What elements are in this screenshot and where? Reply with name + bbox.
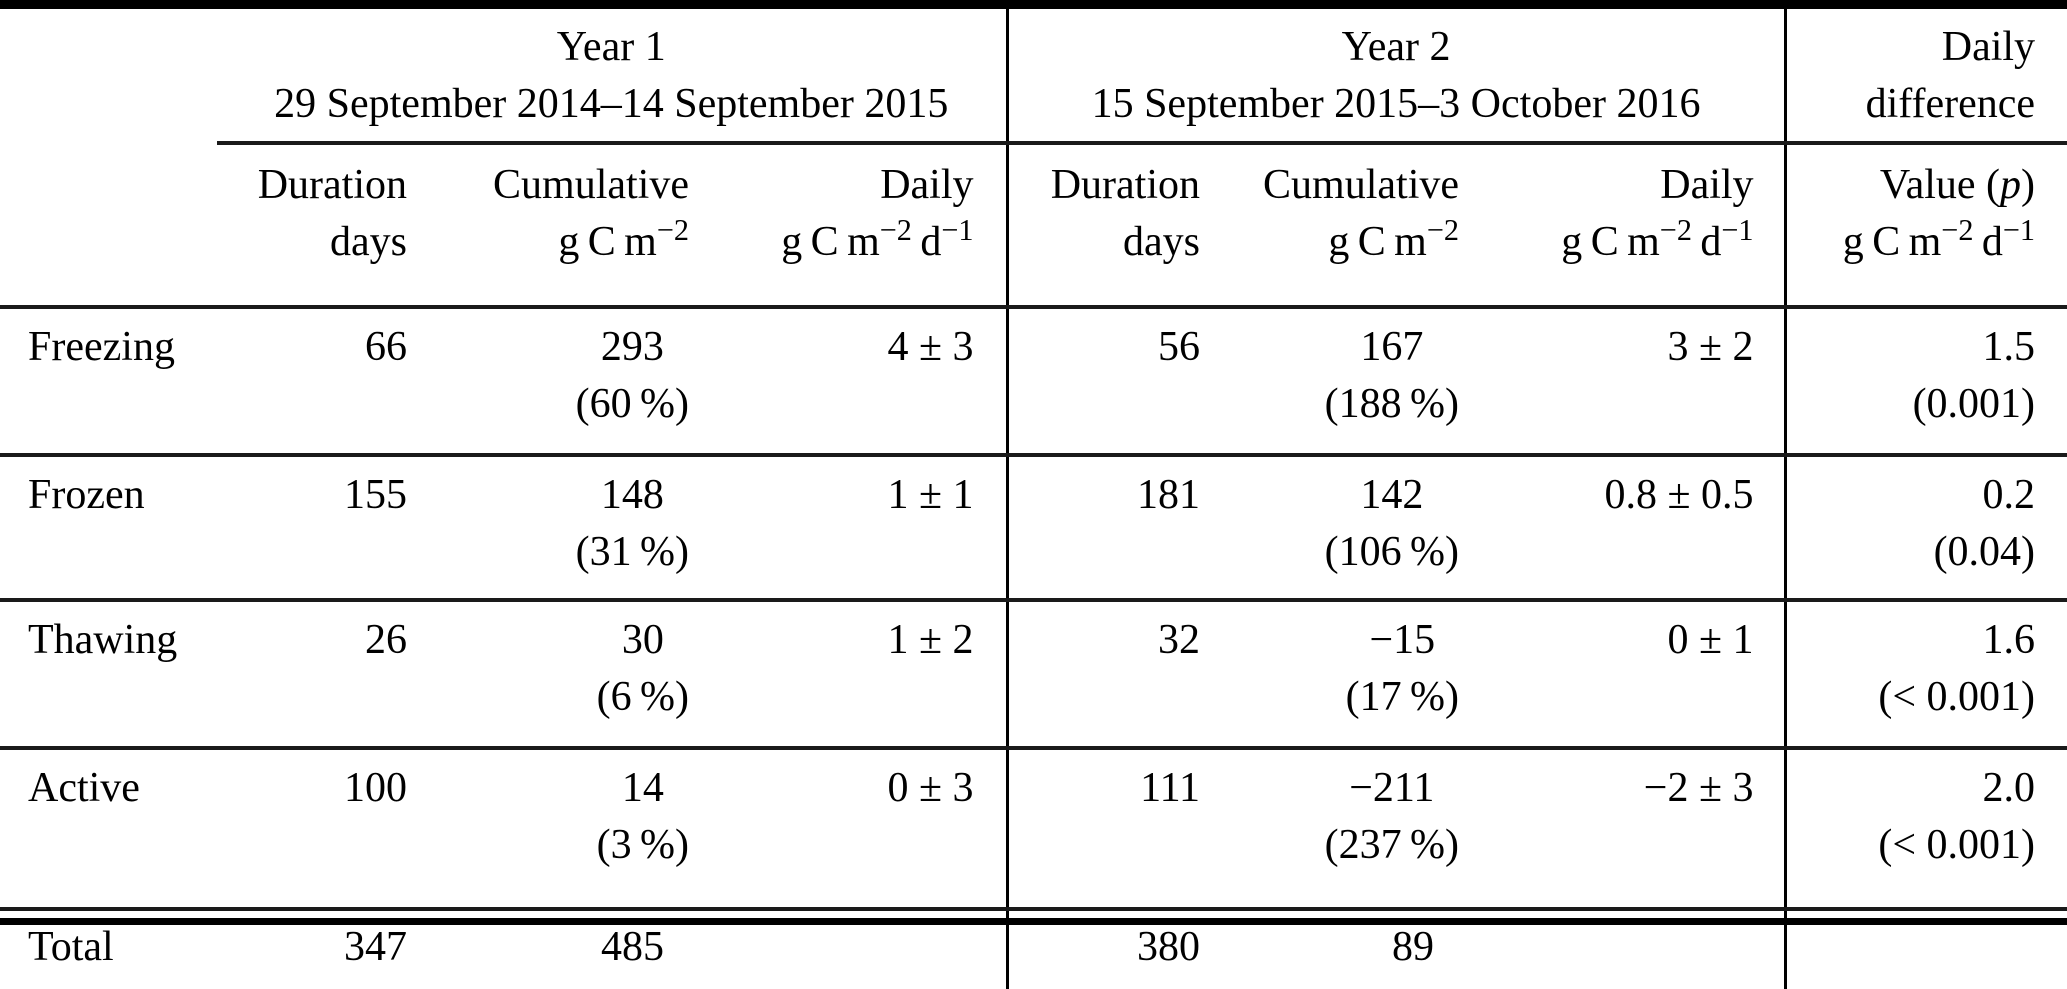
- daily-difference-value: 0.2 (0.04): [1785, 453, 2067, 600]
- y1-cumulative-value: 30 (6 %): [407, 598, 695, 748]
- daily-difference-value: [1785, 907, 2067, 989]
- p-value: (0.001): [1912, 381, 2036, 427]
- year-header-row: Year 1 29 September 2014–14 September 20…: [0, 9, 2067, 145]
- year1-title: Year 1: [556, 24, 666, 70]
- y1-duration-value: 100: [217, 746, 407, 909]
- y2-duration-value: 111: [1007, 746, 1201, 909]
- y1-duration-value: 26: [217, 598, 407, 748]
- year2-title: Year 2: [1341, 24, 1451, 70]
- y1-cumulative-value: 14 (3 %): [407, 746, 695, 909]
- y2-cumulative-percent: (188 %): [1324, 381, 1460, 427]
- table-row-frozen: Frozen 155 148 (31 %) 1 ± 1 181 142 (106 %…: [0, 453, 2067, 600]
- y1-daily-header: Daily g C m−2 d−1: [695, 143, 1009, 307]
- row-label: Frozen: [0, 453, 217, 600]
- table-row-freezing: Freezing 66 293 (60 %) 4 ± 3 56 167 (188 %…: [0, 305, 2067, 455]
- y1-cumulative-percent: (6 %): [596, 674, 689, 720]
- table-row-total: Total 347 485 380 89: [0, 907, 2067, 989]
- row-label: Total: [0, 907, 217, 989]
- value-p-header: Value (p) g C m−2 d−1: [1842, 162, 2036, 265]
- y1-daily-value: 1 ± 2: [695, 598, 1009, 748]
- y2-cumulative-header: Cumulative g C m−2: [1263, 162, 1460, 265]
- y1-cumulative-percent: (31 %): [575, 529, 689, 575]
- seasonal-carbon-flux-table: Year 1 29 September 2014–14 September 20…: [0, 9, 2067, 989]
- y2-daily-value: −2 ± 3: [1465, 746, 1787, 909]
- y1-daily-value: 0 ± 3: [695, 746, 1009, 909]
- column-header-row: Duration days Cumulative g C m−2 Daily g…: [0, 143, 2067, 307]
- y2-daily-header: Daily g C m−2 d−1: [1465, 143, 1787, 307]
- y2-duration-header: Duration days: [1050, 162, 1201, 265]
- year2-dates: 15 September 2015–3 October 2016: [1091, 81, 1701, 127]
- y1-cumulative-value: 485: [407, 907, 695, 989]
- y2-cumulative-value: 167 (188 %): [1200, 305, 1466, 455]
- year1-header: Year 1 29 September 2014–14 September 20…: [217, 9, 1009, 145]
- daily-difference-value: 1.6 (< 0.001): [1785, 598, 2067, 748]
- y1-duration-value: 66: [217, 305, 407, 455]
- y1-daily-value: [695, 907, 1009, 989]
- y2-duration-value: 181: [1007, 453, 1201, 600]
- y2-cumulative-percent: (237 %): [1324, 822, 1460, 868]
- y2-cumulative-value: −15 (17 %): [1200, 598, 1466, 748]
- y2-cumulative-value: −211 (237 %): [1200, 746, 1466, 909]
- row-label: Freezing: [0, 305, 217, 455]
- y2-cumulative-value: 89: [1200, 907, 1466, 989]
- y2-daily-value: 3 ± 2: [1465, 305, 1787, 455]
- p-value: (0.04): [1933, 529, 2036, 575]
- p-value: (< 0.001): [1878, 674, 2036, 720]
- y1-daily-value: 4 ± 3: [695, 305, 1009, 455]
- y1-cumulative-header: Cumulative g C m−2: [493, 162, 689, 265]
- daily-difference-title: Daily: [1941, 24, 2036, 70]
- y1-cumulative-value: 293 (60 %): [407, 305, 695, 455]
- table-row-active: Active 100 14 (3 %) 0 ± 3 111 −211 (237 %)…: [0, 746, 2067, 909]
- daily-difference-value: 1.5 (0.001): [1785, 305, 2067, 455]
- y2-duration-value: 32: [1007, 598, 1201, 748]
- y2-cumulative-percent: (106 %): [1324, 529, 1460, 575]
- row-label: Thawing: [0, 598, 217, 748]
- y2-duration-value: 56: [1007, 305, 1201, 455]
- y1-cumulative-percent: (3 %): [596, 822, 689, 868]
- p-value: (< 0.001): [1878, 822, 2036, 868]
- y2-cumulative-percent: (17 %): [1345, 674, 1460, 720]
- daily-difference-value: 2.0 (< 0.001): [1785, 746, 2067, 909]
- y1-cumulative-value: 148 (31 %): [407, 453, 695, 600]
- y1-duration-value: 155: [217, 453, 407, 600]
- y2-duration-value: 380: [1007, 907, 1201, 989]
- p-symbol: p: [2000, 162, 2022, 208]
- y1-duration-header: Duration days: [257, 162, 407, 265]
- row-label: Active: [0, 746, 217, 909]
- y1-duration-value: 347: [217, 907, 407, 989]
- year2-header: Year 2 15 September 2015–3 October 2016: [1007, 9, 1787, 145]
- daily-difference-subtitle: difference: [1865, 81, 2036, 127]
- corner-cell: [0, 9, 217, 307]
- y2-daily-value: 0.8 ± 0.5: [1465, 453, 1787, 600]
- y2-daily-value: 0 ± 1: [1465, 598, 1787, 748]
- y2-cumulative-value: 142 (106 %): [1200, 453, 1466, 600]
- y2-daily-value: [1465, 907, 1787, 989]
- y1-cumulative-percent: (60 %): [575, 381, 689, 427]
- y1-daily-value: 1 ± 1: [695, 453, 1009, 600]
- daily-difference-header: Daily difference: [1785, 9, 2067, 145]
- table-row-thawing: Thawing 26 30 (6 %) 1 ± 2 32 −15 (17 %) 0 …: [0, 598, 2067, 748]
- year1-dates: 29 September 2014–14 September 2015: [274, 81, 949, 127]
